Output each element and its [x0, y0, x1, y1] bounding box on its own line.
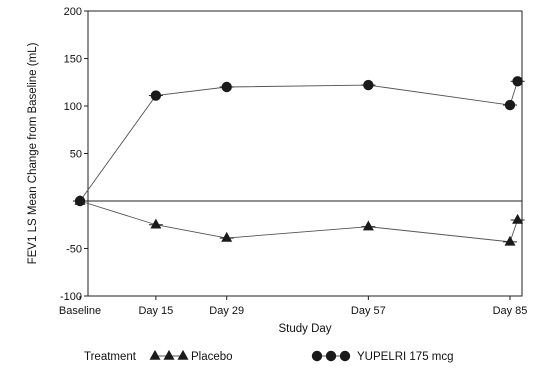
legend-marker-triangle: [149, 349, 161, 360]
data-point-circle: [512, 76, 523, 87]
y-axis: 200150100500-50-100: [60, 6, 88, 303]
legend: Treatment Placebo YUPELRI 175 mcg: [84, 349, 454, 363]
legend-marker-circle: [325, 350, 337, 362]
legend-marker-triangle: [177, 349, 189, 360]
data-point-circle: [150, 90, 162, 101]
legend-item: Placebo: [149, 349, 233, 363]
series-placebo: [73, 194, 525, 246]
series-line: [79, 200, 519, 243]
plot-area-frame: [87, 10, 523, 297]
y-tick-label: -50: [66, 244, 82, 256]
data-point-triangle: [362, 220, 374, 231]
legend-title: Treatment: [84, 351, 137, 363]
legend-marker-circle: [311, 350, 323, 362]
data-point-triangle: [504, 235, 516, 246]
series-layer: [73, 76, 525, 246]
legend-items: Placebo YUPELRI 175 mcg: [149, 349, 454, 363]
x-tick-label: Day 57: [351, 305, 386, 317]
x-tick-label: Baseline: [59, 305, 101, 317]
y-tick-label: 50: [70, 149, 82, 161]
data-point-circle: [74, 195, 86, 207]
legend-marker-triangle: [163, 349, 175, 360]
legend-item: YUPELRI 175 mcg: [311, 350, 454, 363]
x-axis: Baseline Day 15 Day 29 Day 57 Day 85: [59, 296, 528, 317]
series-line: [79, 81, 519, 202]
data-point-circle: [363, 79, 374, 91]
data-point-triangle: [150, 218, 162, 229]
series-yupelri: [73, 76, 525, 207]
y-tick-label: 100: [64, 101, 82, 113]
y-tick-label: -100: [60, 291, 82, 303]
data-point-circle: [221, 81, 232, 93]
y-tick-label: 150: [64, 54, 82, 66]
y-tick-label: 200: [64, 6, 82, 18]
x-tick-label: Day 85: [493, 305, 528, 317]
legend-marker-circle: [339, 350, 351, 362]
legend-label: Placebo: [191, 351, 233, 363]
x-tick-label: Day 15: [138, 305, 173, 317]
x-axis-title: Study Day: [278, 323, 331, 335]
x-tick-label: Day 29: [209, 305, 244, 317]
data-point-circle: [504, 99, 516, 111]
data-point-triangle: [512, 213, 524, 224]
legend-label: YUPELRI 175 mcg: [357, 351, 454, 363]
y-axis-title: FEV1 LS Mean Change from Baseline (mL): [27, 42, 39, 264]
data-point-triangle: [221, 231, 233, 242]
